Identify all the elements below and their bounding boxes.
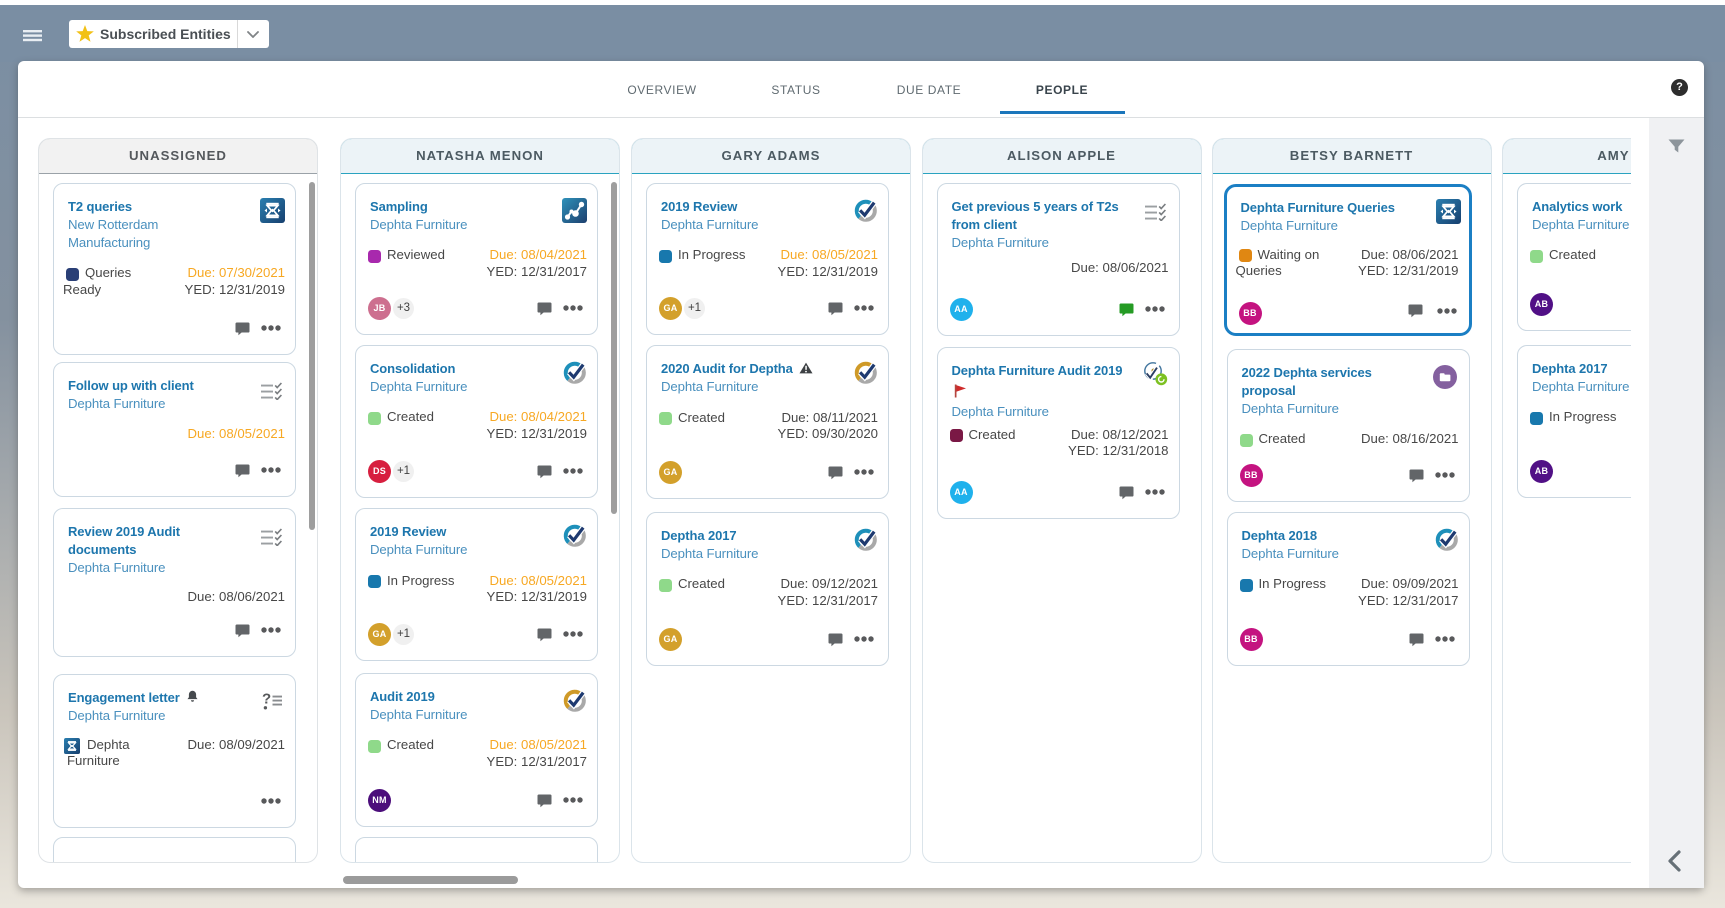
svg-text:?: ? (262, 692, 271, 708)
